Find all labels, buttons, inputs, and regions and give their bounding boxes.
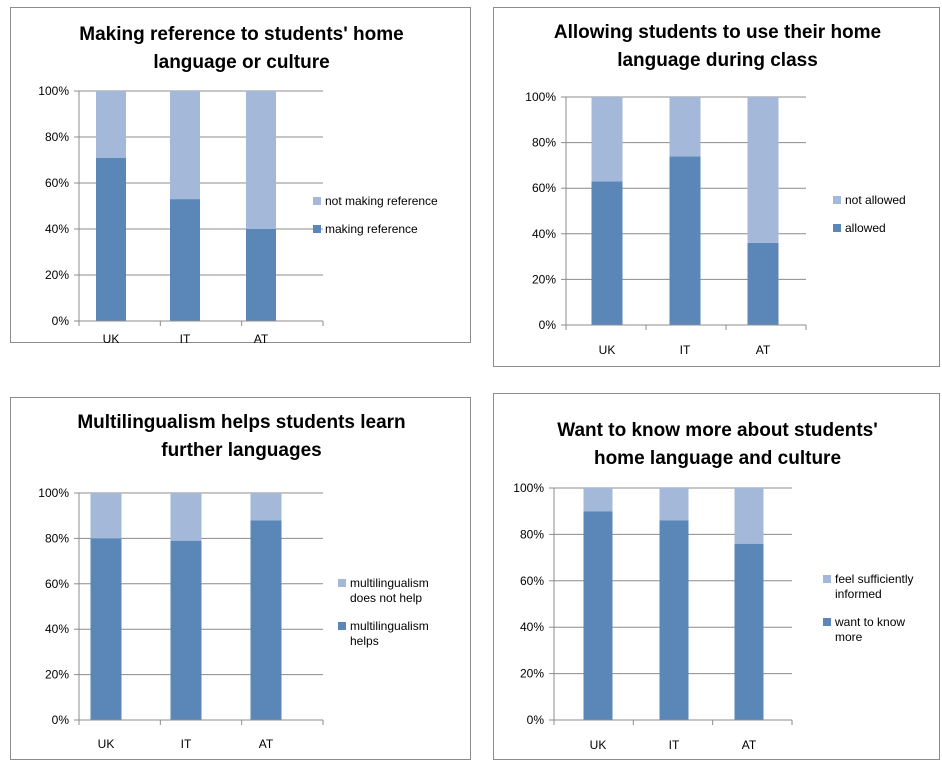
x-tick-label: IT <box>669 738 680 752</box>
legend-label: does not help <box>350 591 422 605</box>
y-tick-label: 60% <box>45 577 69 591</box>
bar-segment <box>659 488 689 521</box>
chart-title-line: language during class <box>617 50 818 71</box>
bar-segment <box>170 493 202 541</box>
x-tick-label: UK <box>103 332 120 344</box>
legend-label: multilingualism <box>350 576 429 590</box>
bar-segment <box>250 520 282 720</box>
bar-segment <box>734 488 764 544</box>
legend-swatch <box>833 224 841 232</box>
chart-panel-multilingualism-helps: Multilingualism helps students learn furt… <box>10 397 471 760</box>
bar-segment <box>669 156 701 325</box>
x-tick-label: IT <box>180 332 191 344</box>
y-tick-label: 40% <box>532 227 556 241</box>
chart-svg: Multilingualism helps students learn furt… <box>38 412 429 751</box>
y-tick-label: 80% <box>45 130 69 144</box>
bar-segment <box>90 538 122 720</box>
bar-segment <box>747 97 779 243</box>
x-tick-label: IT <box>680 343 691 357</box>
legend-label: feel sufficiently <box>835 572 914 586</box>
bar-segment <box>734 543 764 720</box>
chart-svg: Allowing students to use their home langu… <box>525 22 906 357</box>
x-tick-label: UK <box>599 343 616 357</box>
legend-swatch <box>338 622 346 630</box>
bar-segment <box>591 181 623 325</box>
y-tick-label: 0% <box>52 314 70 328</box>
x-tick-label: IT <box>181 737 192 751</box>
x-tick-label: AT <box>742 738 757 752</box>
chart-panel-home-language-allowed: Allowing students to use their home langu… <box>493 7 940 367</box>
bar-segment <box>659 520 689 720</box>
y-tick-label: 20% <box>520 667 544 681</box>
x-tick-label: AT <box>254 332 269 344</box>
legend-label: more <box>835 630 863 644</box>
y-tick-label: 100% <box>38 84 69 98</box>
chart-svg: Want to know more about students' home la… <box>513 420 914 752</box>
legend-label: want to know <box>834 615 905 629</box>
bar-segment <box>747 242 779 325</box>
x-tick-label: UK <box>590 738 607 752</box>
y-tick-label: 20% <box>45 668 69 682</box>
chart-title-line: Want to know more about students' <box>557 420 877 441</box>
chart-title-line: language or culture <box>153 52 329 73</box>
bar-segment <box>96 157 126 321</box>
chart-svg: Making reference to students' home langua… <box>38 24 438 344</box>
legend-label: helps <box>350 634 379 648</box>
y-tick-label: 40% <box>520 620 544 634</box>
y-tick-label: 0% <box>527 713 545 727</box>
legend-swatch <box>833 196 841 204</box>
legend-swatch <box>313 225 321 233</box>
legend-swatch <box>313 197 321 205</box>
bar-segment <box>583 488 613 512</box>
legend-label: not making reference <box>325 194 438 208</box>
legend-label: multilingualism <box>350 619 429 633</box>
x-tick-label: AT <box>756 343 771 357</box>
legend-swatch <box>338 579 346 587</box>
legend-swatch <box>823 618 831 626</box>
chart-title-line: Allowing students to use their home <box>554 22 881 43</box>
bar-segment <box>250 493 282 521</box>
bar-segment <box>96 91 126 158</box>
y-tick-label: 20% <box>532 272 556 286</box>
legend-label: making reference <box>325 222 418 236</box>
y-tick-label: 100% <box>525 90 556 104</box>
chart-title-line: Multilingualism helps students learn <box>77 412 405 433</box>
bar-segment <box>591 97 623 182</box>
chart-panel-making-reference: Making reference to students' home langua… <box>10 7 471 344</box>
bar-segment <box>583 511 613 720</box>
y-tick-label: 40% <box>45 622 69 636</box>
y-tick-label: 20% <box>45 268 69 282</box>
y-tick-label: 60% <box>532 181 556 195</box>
bar-segment <box>669 97 701 157</box>
bar-segment <box>246 91 276 229</box>
legend-label: informed <box>835 587 882 601</box>
y-tick-label: 60% <box>520 574 544 588</box>
y-tick-label: 100% <box>38 486 69 500</box>
bar-segment <box>246 229 276 321</box>
bar-segment <box>170 199 200 321</box>
x-tick-label: UK <box>98 737 115 751</box>
y-tick-label: 100% <box>513 481 544 495</box>
x-tick-label: AT <box>259 737 274 751</box>
bar-segment <box>170 540 202 720</box>
y-tick-label: 80% <box>532 136 556 150</box>
legend-label: allowed <box>845 221 886 235</box>
legend-swatch <box>823 575 831 583</box>
bar-segment <box>90 493 122 539</box>
y-tick-label: 80% <box>45 531 69 545</box>
chart-title-line: further languages <box>161 440 321 461</box>
chart-panel-want-to-know-more: Want to know more about students' home la… <box>493 393 940 760</box>
legend-label: not allowed <box>845 193 906 207</box>
y-tick-label: 40% <box>45 222 69 236</box>
y-tick-label: 80% <box>520 527 544 541</box>
y-tick-label: 0% <box>52 713 70 727</box>
bar-segment <box>170 91 200 200</box>
chart-title-line: home language and culture <box>594 448 841 469</box>
y-tick-label: 60% <box>45 176 69 190</box>
y-tick-label: 0% <box>539 318 557 332</box>
chart-title-line: Making reference to students' home <box>79 24 403 45</box>
